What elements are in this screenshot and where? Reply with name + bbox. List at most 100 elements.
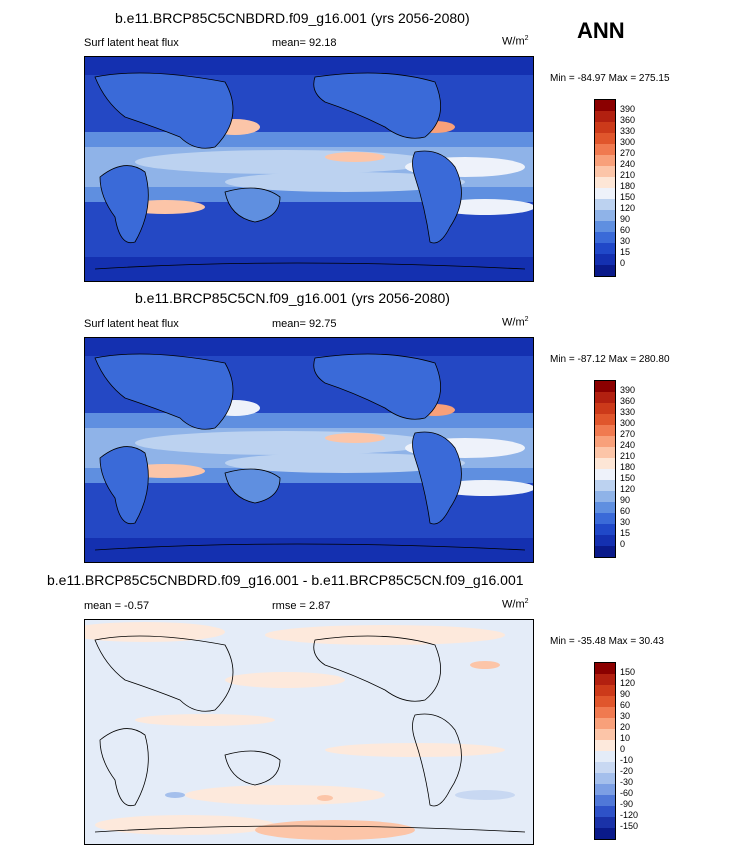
panel3-colorbar-tick: 30 [620,711,631,721]
panel2-colorbar-swatch [595,414,615,425]
panel3-colorbar-tick: -120 [620,810,639,820]
panel3-colorbar-tick: -150 [620,821,639,831]
panel1-colorbar-swatch [595,210,615,221]
panel2-colorbar-tick: 330 [620,407,636,417]
panel2-colorbar-tick: 60 [620,506,631,516]
panel3-colorbar-tick: -90 [620,799,634,809]
panel2-colorbar-tick: 120 [620,484,636,494]
panel1-colorbar [594,99,616,277]
panel3-colorbar [594,662,616,840]
panel1-colorbar-tick: 300 [620,137,636,147]
panel3-colorbar-tick: 120 [620,678,636,688]
panel3-colorbar-swatch [595,740,615,751]
panel2-colorbar-tick: 300 [620,418,636,428]
panel1-colorbar-tick: 15 [620,247,631,257]
panel2-colorbar-tick: 15 [620,528,631,538]
panel3-title: b.e11.BRCP85C5CNBDRD.f09_g16.001 - b.e11… [47,572,524,588]
panel2-colorbar-swatch [595,480,615,491]
panel3-colorbar-swatch [595,773,615,784]
panel3-colorbar-tick: 10 [620,733,631,743]
panel2-variable-label: Surf latent heat flux [84,318,179,330]
panel1-colorbar-swatch [595,111,615,122]
panel1-map [84,56,534,282]
panel1-colorbar-swatch [595,155,615,166]
panel1-colorbar-tick: 30 [620,236,631,246]
panel1-colorbar-tick: 150 [620,192,636,202]
panel3-colorbar-tick: 90 [620,689,631,699]
panel2-colorbar-swatch [595,436,615,447]
panel2-colorbar-tick: 270 [620,429,636,439]
panel2-colorbar-swatch [595,425,615,436]
panel1-colorbar-swatch [595,133,615,144]
panel3-colorbar-tick: -20 [620,766,634,776]
panel1-colorbar-swatch [595,265,615,276]
panel2-colorbar-tick: 360 [620,396,636,406]
panel2-minmax: Min = -87.12 Max = 280.80 [550,354,670,365]
panel1-colorbar-tick: 180 [620,181,636,191]
panel1-map-graphic [85,57,533,281]
panel2-colorbar-tick: 30 [620,517,631,527]
panel2-map-graphic [85,338,533,562]
panel2-colorbar-swatch [595,392,615,403]
panel2-colorbar-swatch [595,458,615,469]
panel1-colorbar-swatch [595,177,615,188]
panel1-variable-label: Surf latent heat flux [84,37,179,49]
panel3-colorbar-tick: 0 [620,744,626,754]
panel1-colorbar-swatch [595,188,615,199]
panel1-colorbar-tick: 270 [620,148,636,158]
panel2-colorbar-swatch [595,524,615,535]
panel2-colorbar-tick: 180 [620,462,636,472]
panel3-colorbar-swatch [595,817,615,828]
panel2-colorbar-swatch [595,469,615,480]
panel1-colorbar-swatch [595,199,615,210]
panel2-colorbar-tick: 390 [620,385,636,395]
panel3-colorbar-swatch [595,729,615,740]
panel1-colorbar-swatch [595,122,615,133]
panel1-colorbar-tick: 120 [620,203,636,213]
panel2-colorbar-swatch [595,535,615,546]
panel1-colorbar-swatch [595,232,615,243]
panel2-colorbar-swatch [595,502,615,513]
panel1-units: W/m2 [502,35,529,48]
panel3-colorbar-swatch [595,828,615,839]
panel1-minmax: Min = -84.97 Max = 275.15 [550,73,670,84]
panel1-title: b.e11.BRCP85C5CNBDRD.f09_g16.001 (yrs 20… [115,10,470,26]
panel1-colorbar-tick: 210 [620,170,636,180]
panel1-colorbar-tick: 90 [620,214,631,224]
panel1-colorbar-tick: 390 [620,104,636,114]
panel2-mean-label: mean= 92.75 [272,318,337,330]
panel3-colorbar-tick: 20 [620,722,631,732]
panel2-colorbar-tick: 150 [620,473,636,483]
panel2-colorbar-swatch [595,491,615,502]
panel2-colorbar [594,380,616,558]
panel1-mean-label: mean= 92.18 [272,37,337,49]
panel1-colorbar-swatch [595,144,615,155]
panel3-colorbar-swatch [595,762,615,773]
panel1-colorbar-swatch [595,221,615,232]
panel3-colorbar-swatch [595,718,615,729]
panel3-map [84,619,534,845]
panel3-colorbar-swatch [595,751,615,762]
panel2-title: b.e11.BRCP85C5CN.f09_g16.001 (yrs 2056-2… [135,290,450,306]
panel3-map-graphic [85,620,533,844]
panel1-colorbar-swatch [595,166,615,177]
panel3-colorbar-swatch [595,806,615,817]
panel1-colorbar-swatch [595,243,615,254]
panel2-colorbar-tick: 0 [620,539,626,549]
panel3-colorbar-swatch [595,696,615,707]
panel3-units: W/m2 [502,598,529,611]
panel1-colorbar-swatch [595,254,615,265]
panel3-mean-label: mean = -0.57 [84,600,150,612]
panel1-colorbar-swatch [595,100,615,111]
panel3-colorbar-tick: -60 [620,788,634,798]
panel2-colorbar-swatch [595,513,615,524]
panel2-colorbar-swatch [595,447,615,458]
panel2-colorbar-tick: 90 [620,495,631,505]
panel3-colorbar-swatch [595,795,615,806]
panel3-colorbar-tick: 60 [620,700,631,710]
panel3-rmse-label: rmse = 2.87 [272,600,331,612]
panel1-colorbar-tick: 360 [620,115,636,125]
panel1-colorbar-tick: 330 [620,126,636,136]
panel1-colorbar-tick: 60 [620,225,631,235]
panel2-colorbar-swatch [595,546,615,557]
